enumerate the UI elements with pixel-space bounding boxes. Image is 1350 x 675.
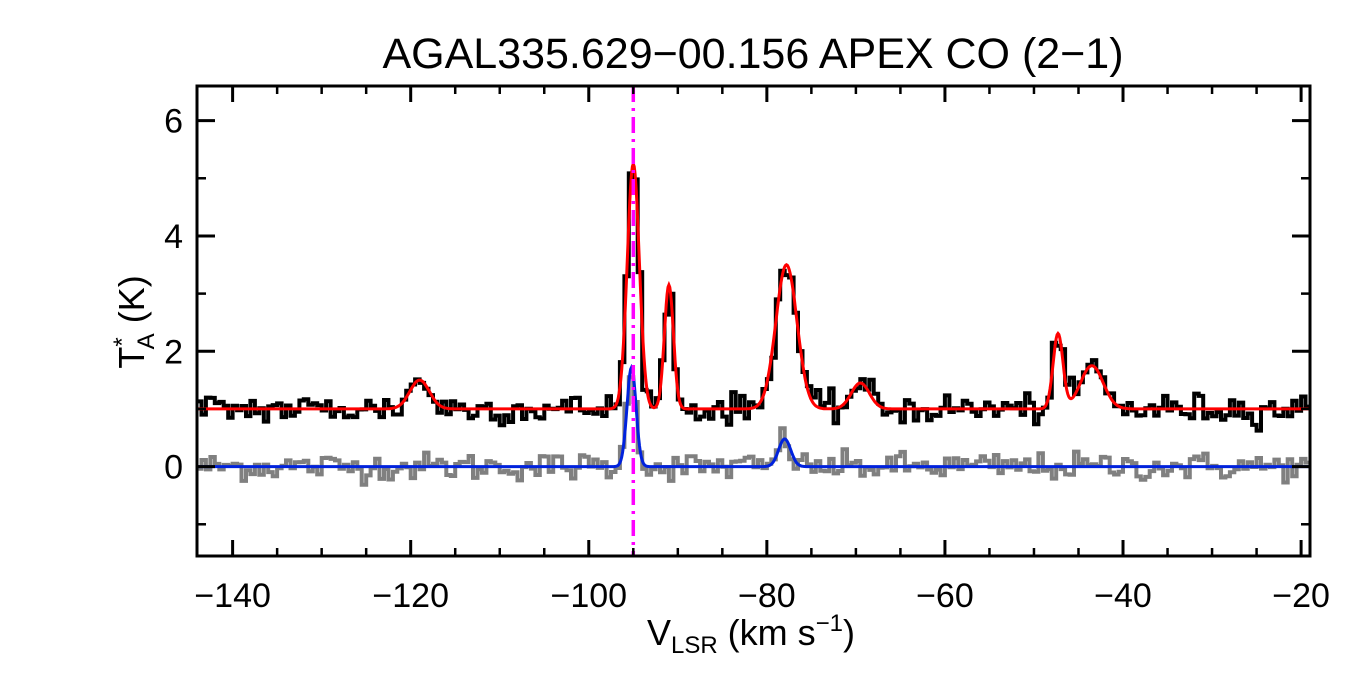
series-line-3	[197, 363, 1310, 469]
series-line-1	[197, 159, 1310, 411]
x-axis-label-main: V	[647, 612, 671, 653]
x-axis-label-superscript: −1	[816, 610, 843, 637]
x-axis-label-subscript: LSR	[671, 632, 718, 659]
x-tick-label: −20	[1272, 577, 1330, 615]
x-tick-label: −80	[738, 577, 796, 615]
y-axis-label-superscript: *	[109, 337, 136, 346]
y-axis: 0 2 4 6	[164, 103, 1310, 526]
y-tick-label: 6	[164, 103, 183, 141]
x-axis: −140 −120 −100 −80 −60 −40 −20	[194, 86, 1330, 615]
y-axis-label: T*A (K)	[109, 275, 160, 368]
plot-area	[197, 86, 1310, 556]
series-line-2	[197, 375, 1310, 487]
y-axis-label-units: (K)	[111, 275, 152, 333]
y-tick-label: 2	[164, 333, 183, 371]
chart-title: AGAL335.629−00.156 APEX CO (2−1)	[382, 30, 1123, 78]
y-axis-label-subscript: A	[133, 333, 160, 349]
y-tick-label: 4	[164, 218, 183, 256]
y-axis-label-main: T	[111, 347, 152, 369]
x-tick-label: −60	[916, 577, 974, 615]
x-tick-label: −120	[372, 577, 449, 615]
x-tick-label: −140	[194, 577, 271, 615]
x-axis-label-close: )	[843, 612, 855, 653]
series-line-0	[197, 171, 1310, 433]
x-tick-label: −100	[550, 577, 627, 615]
plot-frame	[195, 84, 1312, 558]
y-tick-label: 0	[164, 449, 183, 487]
x-tick-label: −40	[1094, 577, 1152, 615]
x-axis-label: VLSR (km s−1)	[647, 610, 855, 659]
x-axis-label-units: (km s	[718, 612, 816, 653]
